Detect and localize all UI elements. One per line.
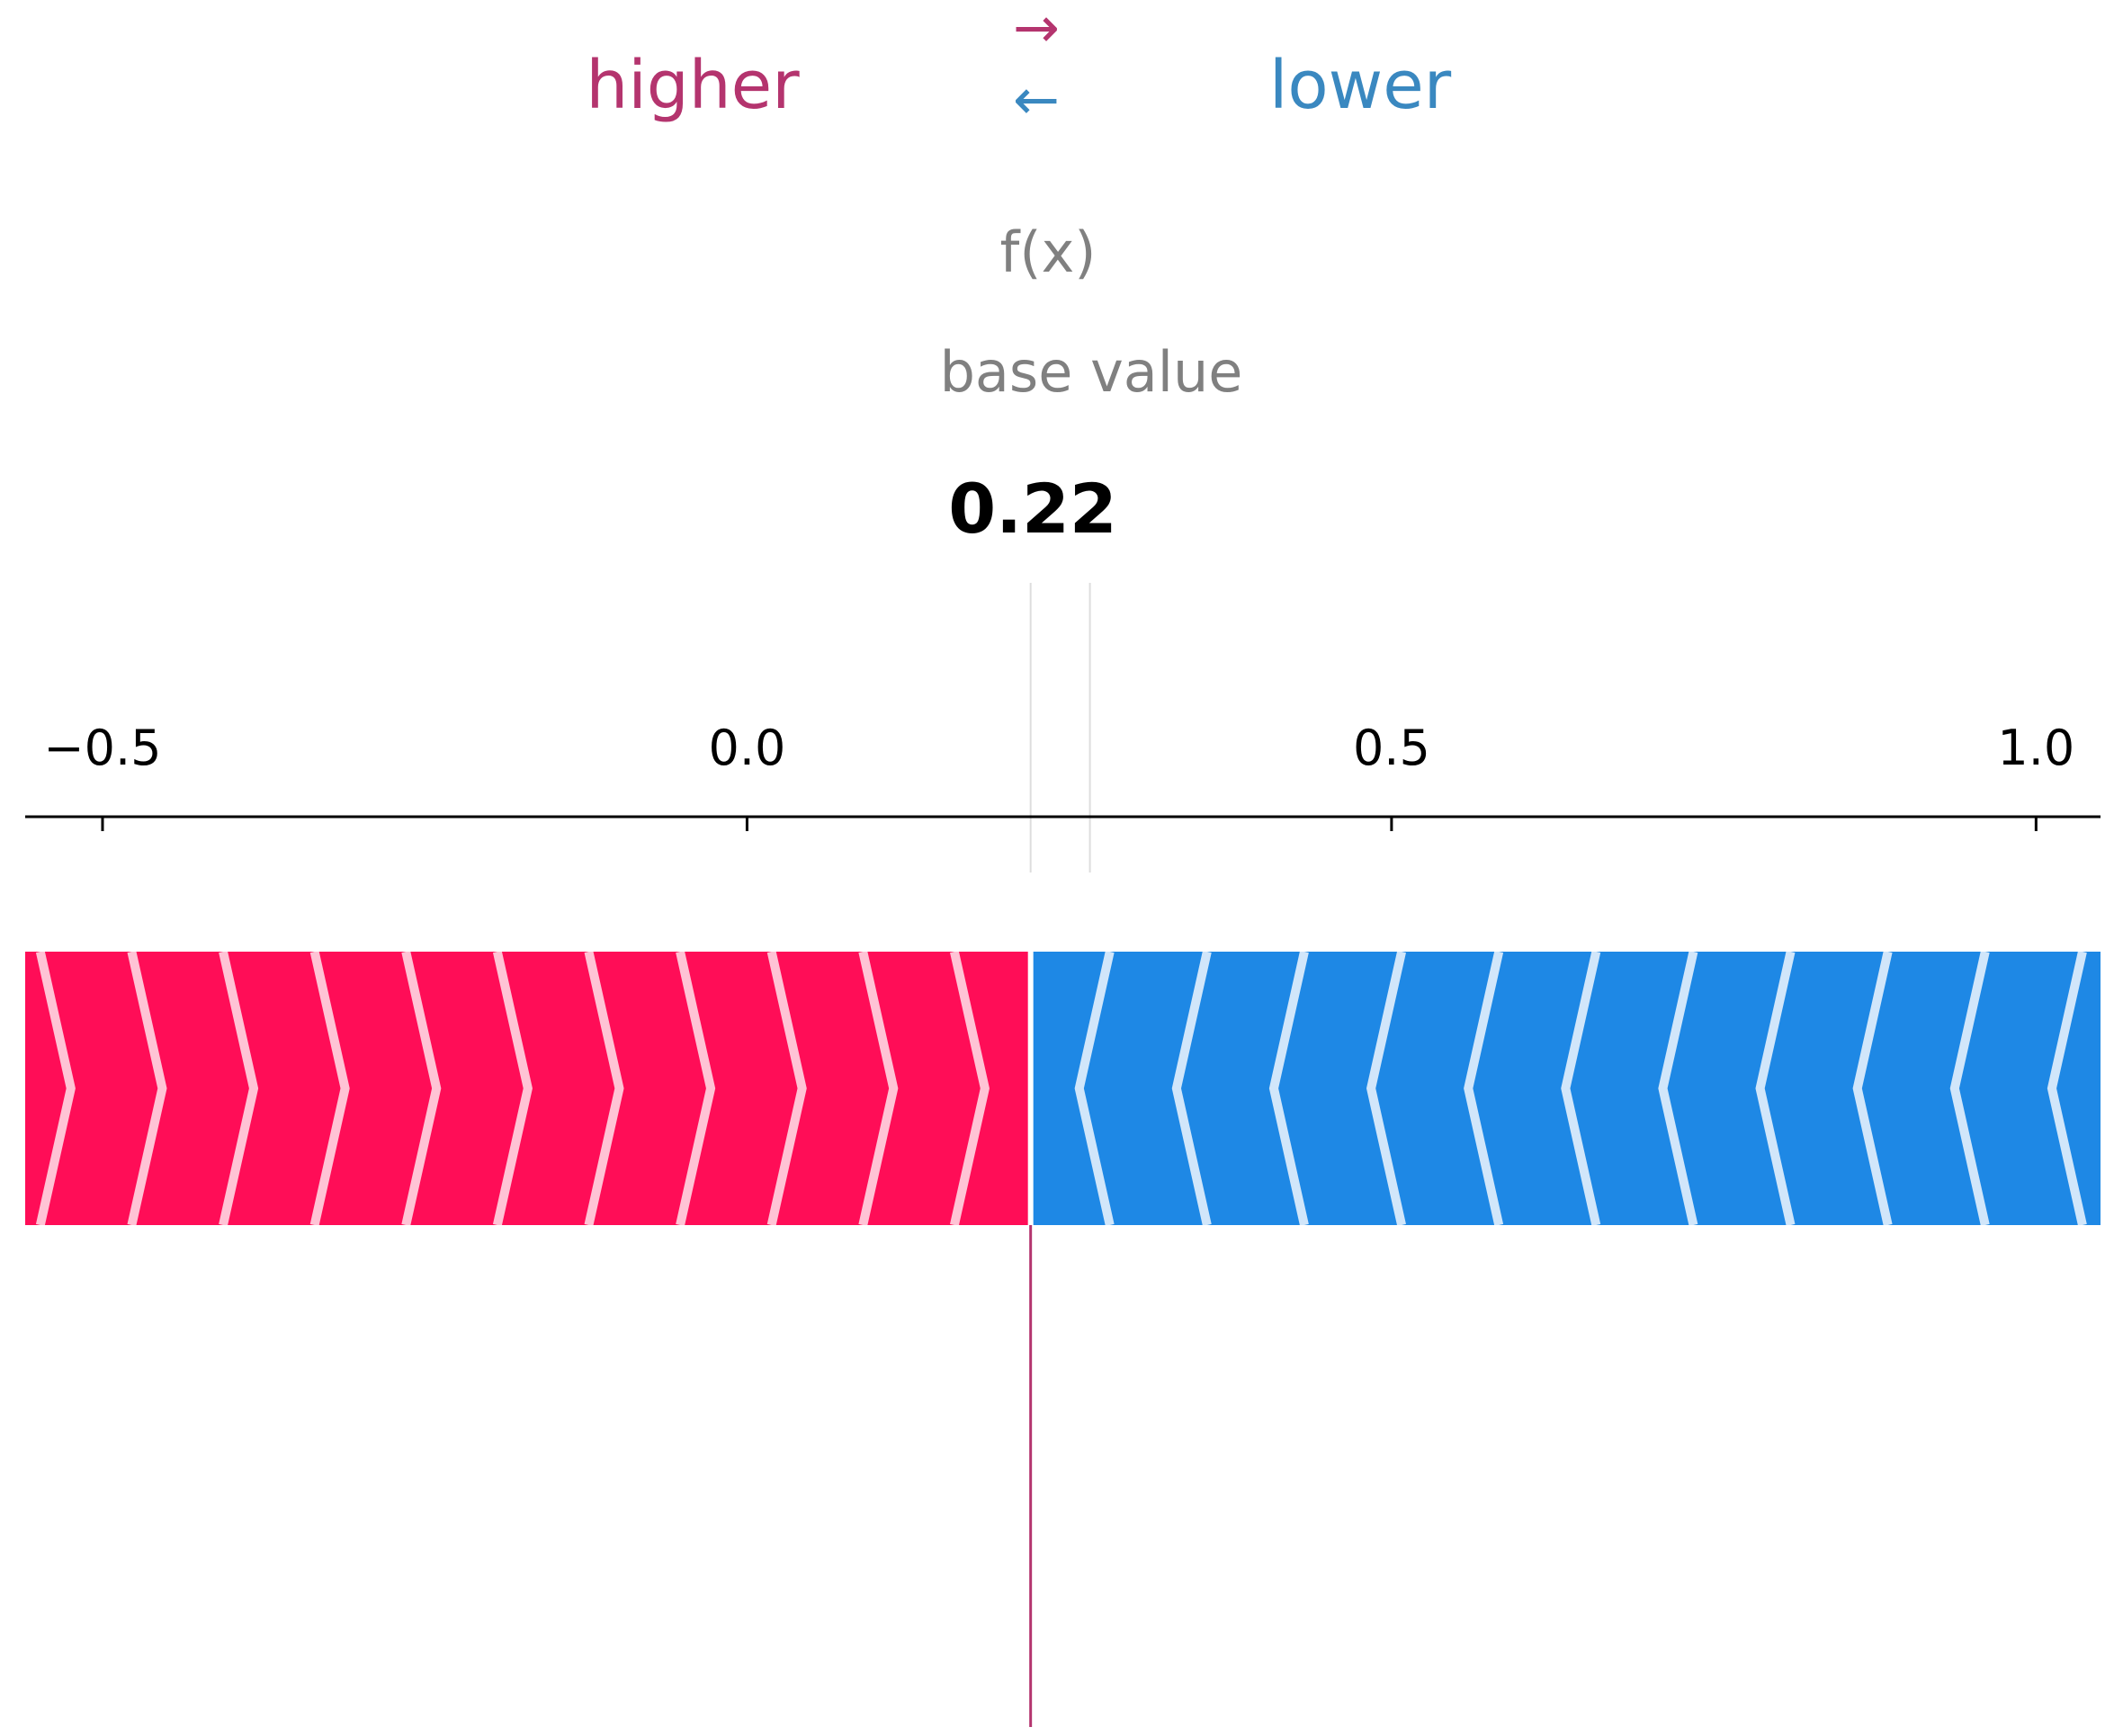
lower-chevron	[1561, 952, 1601, 1225]
lower-chevron	[1268, 952, 1309, 1225]
higher-chevron	[949, 952, 990, 1225]
higher-chevron	[492, 952, 533, 1225]
higher-chevron	[676, 952, 716, 1225]
lower-chevron	[1171, 952, 1212, 1225]
lower-chevron	[1366, 952, 1406, 1225]
higher-chevron	[401, 952, 442, 1225]
left-arrow-icon: ←	[1013, 67, 1060, 132]
x-tick-label: 1.0	[1997, 720, 2074, 776]
lower-chevron	[1852, 952, 1893, 1225]
right-arrow-icon: →	[1013, 0, 1060, 60]
higher-chevron-stripes	[35, 952, 990, 1225]
higher-chevron	[219, 952, 259, 1225]
fx-label: f(x)	[1000, 219, 1097, 285]
lower-chevron	[1464, 952, 1504, 1225]
higher-chevron	[766, 952, 807, 1225]
x-tick-label: −0.5	[43, 720, 161, 776]
higher-chevron	[584, 952, 624, 1225]
lower-chevron	[1755, 952, 1796, 1225]
higher-chevron	[127, 952, 167, 1225]
legend-higher-label: higher	[586, 47, 800, 124]
output-value-label: 0.22	[948, 469, 1117, 549]
x-axis-ticks: −0.5 0.0 0.5 1.0	[43, 720, 2074, 831]
higher-chevron	[858, 952, 899, 1225]
x-tick-label: 0.0	[708, 720, 785, 776]
lower-chevron	[1074, 952, 1115, 1225]
higher-chevron	[309, 952, 350, 1225]
higher-chevron	[35, 952, 76, 1225]
lower-chevron-stripes	[1074, 952, 2087, 1225]
legend-lower-label: lower	[1269, 47, 1452, 124]
lower-chevron	[1949, 952, 1990, 1225]
lower-chevron	[2047, 952, 2087, 1225]
x-tick-label: 0.5	[1353, 720, 1430, 776]
force-bars	[25, 952, 2101, 1225]
lower-chevron	[1658, 952, 1698, 1225]
base-value-label: base value	[940, 339, 1243, 405]
